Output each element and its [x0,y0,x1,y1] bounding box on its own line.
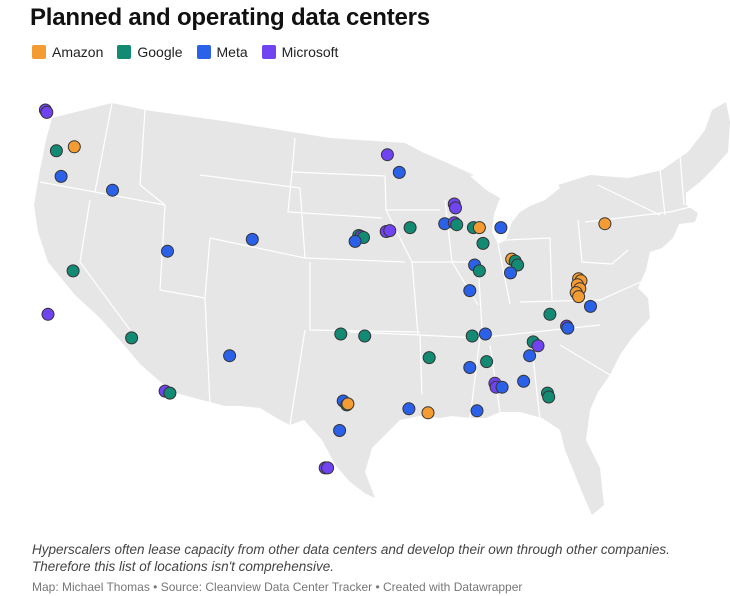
legend-label-google: Google [137,44,183,60]
marker-google [542,390,556,404]
marker-google [125,331,139,345]
legend-swatch-google [117,45,132,59]
marker-meta [495,380,509,394]
marker-microsoft [321,461,335,475]
marker-google [465,329,479,343]
marker-google [49,144,63,158]
marker-meta [463,284,477,298]
marker-meta [333,424,347,437]
marker-microsoft [531,339,545,353]
great-lakes [470,165,560,244]
marker-google [472,264,486,278]
marker-meta [245,232,259,246]
legend-item-amazon: Amazon [32,44,103,60]
marker-google [358,329,372,343]
marker-meta [504,266,517,280]
marker-amazon [598,217,612,231]
marker-google [480,355,494,369]
legend-item-google: Google [117,44,183,60]
marker-meta [402,402,416,416]
marker-meta [348,234,362,248]
marker-meta [223,349,237,363]
marker-google [66,264,80,278]
marker-google [403,221,417,235]
marker-google [163,386,177,400]
marker-amazon [572,290,586,304]
marker-microsoft [41,307,55,321]
us-outline [34,102,730,515]
marker-meta [561,321,575,335]
legend-item-meta: Meta [196,44,248,60]
marker-amazon [67,140,81,154]
marker-microsoft [449,201,462,215]
marker-amazon [472,221,486,235]
marker-meta [523,349,537,363]
legend-swatch-amazon [32,45,46,59]
legend-label-amazon: Amazon [52,44,104,60]
marker-meta [478,327,492,341]
source-credit: Map: Michael Thomas • Source: Cleanview … [32,580,523,594]
marker-meta [392,165,406,179]
legend-swatch-microsoft [261,45,276,59]
marker-google [422,351,436,365]
marker-meta [161,244,174,258]
marker-google [334,327,348,341]
legend: Amazon Google Meta Microsoft [32,44,352,60]
marker-microsoft [380,148,394,162]
marker-meta [463,361,477,374]
marker-google [450,218,464,232]
legend-label-microsoft: Microsoft [281,44,339,60]
marker-amazon [421,406,435,420]
marker-meta [494,221,508,235]
us-land [34,102,730,515]
marker-meta [584,299,597,313]
us-map [34,102,730,515]
legend-swatch-meta [196,45,211,59]
legend-item-microsoft: Microsoft [261,44,339,60]
caption-note: Hyperscalers often lease capacity from o… [32,542,670,574]
marker-meta [517,374,531,388]
page-title: Planned and operating data centers [30,4,430,31]
marker-amazon [341,397,355,411]
location-markers [38,103,612,475]
marker-meta [54,169,68,183]
marker-meta [470,404,484,418]
marker-google [543,307,557,321]
marker-google [476,236,490,250]
marker-microsoft [383,224,397,238]
marker-meta [106,183,119,197]
legend-label-meta: Meta [216,44,248,60]
marker-microsoft [40,105,54,119]
